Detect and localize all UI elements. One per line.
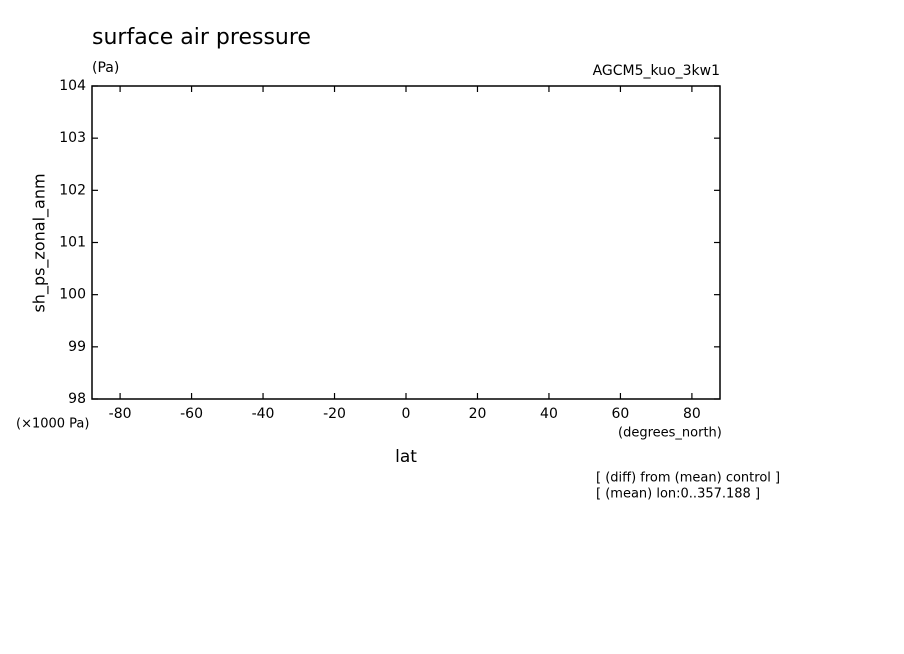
x-tick-label: 80: [683, 406, 701, 422]
y-tick-label: 100: [59, 287, 86, 303]
x-tick-label: 20: [469, 406, 487, 422]
y-axis-unit: (×1000 Pa): [16, 417, 89, 432]
chart-subtitle: (Pa): [92, 60, 119, 76]
y-tick-label: 101: [59, 235, 86, 251]
y-tick-label: 103: [59, 130, 86, 146]
x-tick-label: -40: [252, 406, 275, 422]
x-tick-label: 0: [402, 406, 411, 422]
x-axis-label: lat: [395, 447, 417, 467]
y-tick-label: 98: [68, 391, 86, 407]
y-tick-label: 102: [59, 182, 86, 198]
chart-title: surface air pressure: [92, 25, 311, 50]
x-tick-label: -80: [109, 406, 132, 422]
x-tick-label: 40: [540, 406, 558, 422]
y-axis-label: sh_ps_zonal_anm: [30, 173, 50, 312]
x-tick-label: -20: [323, 406, 346, 422]
y-tick-label: 99: [68, 339, 86, 355]
note: [ (diff) from (mean) control ]: [596, 471, 780, 486]
plot-frame: [91, 85, 721, 400]
annotation: AGCM5_kuo_3kw1: [593, 63, 720, 79]
note: [ (mean) lon:0..357.188 ]: [596, 487, 760, 502]
y-tick-label: 104: [59, 78, 86, 94]
x-tick-label: -60: [180, 406, 203, 422]
x-axis-unit: (degrees_north): [618, 426, 722, 441]
x-tick-label: 60: [612, 406, 630, 422]
